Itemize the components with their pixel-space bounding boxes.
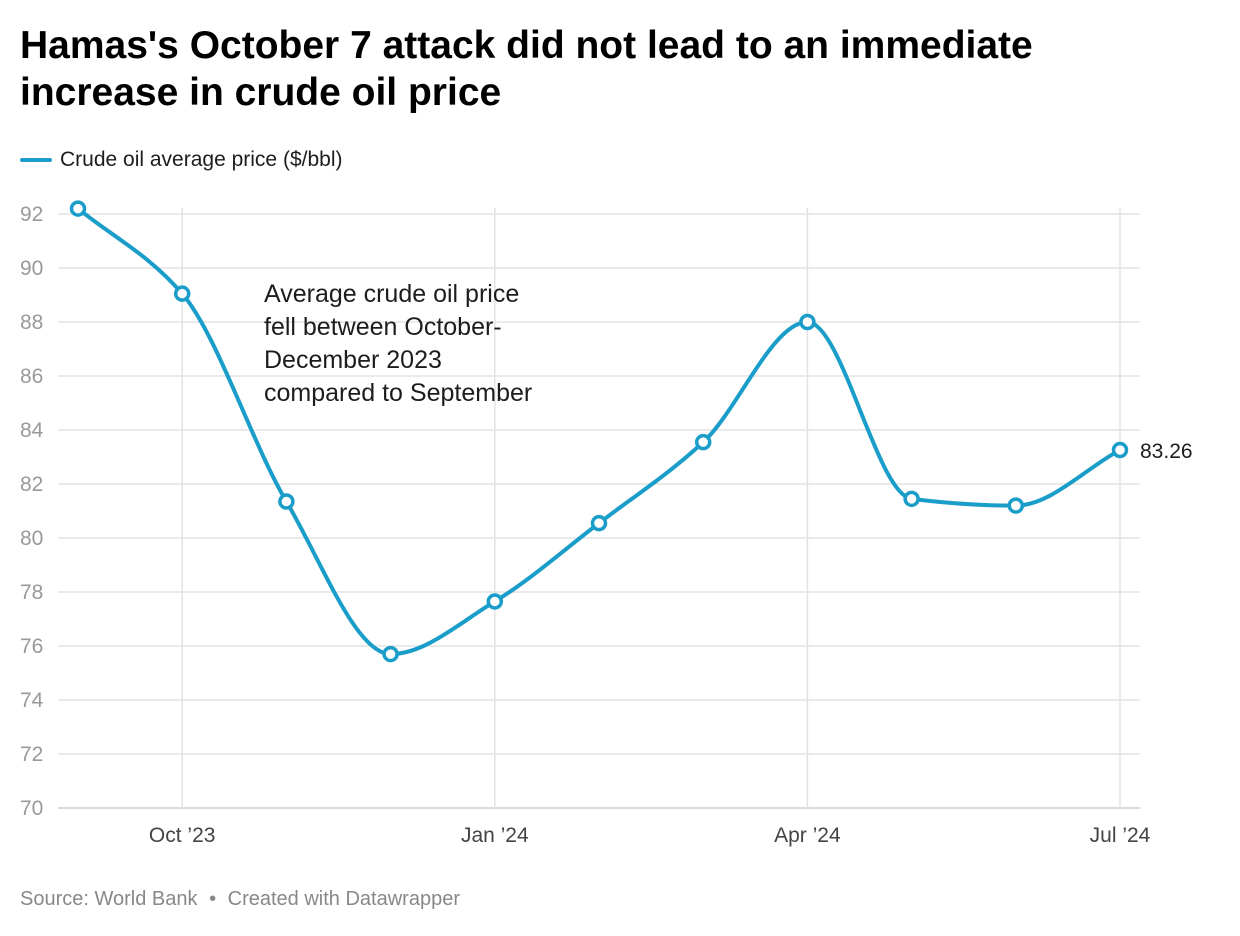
legend-label: Crude oil average price ($/bbl) [60, 148, 343, 171]
y-tick-label: 82 [20, 473, 43, 496]
gridlines [58, 208, 1140, 809]
chart-title: Hamas's October 7 attack did not lead to… [20, 24, 1033, 114]
credit-note: Created with Datawrapper [227, 888, 460, 910]
y-tick-label: 78 [20, 581, 43, 604]
y-tick-label: 90 [20, 257, 43, 280]
x-tick-label: Jul ’24 [1090, 824, 1151, 847]
data-point [173, 285, 191, 302]
series: 83.26 [69, 200, 1193, 663]
annotation-line: December 2023 [264, 346, 442, 374]
y-axis: 70 72 74 76 78 80 82 84 86 88 90 92 [20, 203, 44, 820]
y-tick-label: 74 [20, 689, 44, 712]
data-point [799, 313, 816, 331]
data-point [694, 433, 712, 451]
x-axis: Oct ’23 Jan ’24 Apr ’24 Jul ’24 [149, 824, 1151, 847]
series-line [76, 206, 1122, 657]
y-tick-label: 84 [20, 419, 44, 442]
data-point [486, 593, 504, 610]
data-point [278, 493, 295, 510]
x-tick-label: Oct ’23 [149, 824, 216, 847]
source-note: Source: World Bank [20, 888, 198, 910]
y-tick-label: 86 [20, 365, 43, 388]
data-point [1111, 441, 1129, 459]
annotation-line: fell between October- [264, 313, 502, 341]
annotation: Average crude oil price fell between Octo… [264, 280, 532, 407]
data-point [1007, 497, 1025, 514]
y-tick-label: 70 [20, 797, 43, 820]
data-point [69, 200, 87, 217]
y-tick-label: 88 [20, 311, 43, 334]
data-point [382, 645, 399, 663]
legend: Crude oil average price ($/bbl) [20, 146, 342, 174]
footer: Source: World Bank • Created with Datawr… [20, 888, 460, 911]
footer-separator: • [209, 888, 217, 910]
data-point [903, 490, 920, 508]
annotation-text: Average crude oil price fell between Octo… [264, 280, 532, 407]
legend-swatch [20, 158, 52, 162]
y-tick-label: 92 [20, 203, 43, 226]
data-point [590, 514, 608, 532]
x-tick-label: Jan ’24 [461, 824, 529, 847]
line-chart: 70 72 74 76 78 80 82 84 86 88 90 92 Oct ’23 Jan ’24 A… [20, 200, 1193, 847]
y-tick-label: 76 [20, 635, 43, 658]
x-tick-label: Apr ’24 [774, 824, 841, 847]
y-tick-label: 80 [20, 527, 43, 550]
y-tick-label: 72 [20, 743, 43, 766]
annotation-line: compared to September [264, 379, 532, 407]
end-value-label: 83.26 [1140, 440, 1193, 463]
annotation-line: Average crude oil price [264, 280, 519, 308]
